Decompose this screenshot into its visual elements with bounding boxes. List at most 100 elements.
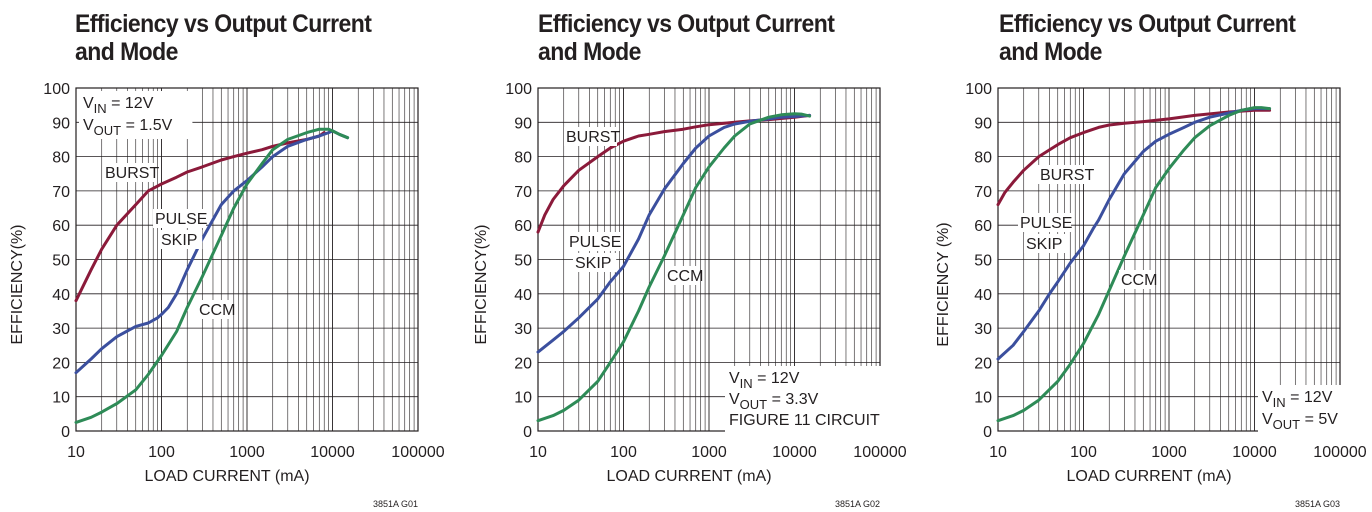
- y-tick-label: 90: [52, 115, 70, 132]
- x-tick-label: 1000: [691, 444, 727, 461]
- series-label-bg: [564, 127, 617, 146]
- y-tick-label: 70: [974, 184, 992, 201]
- series-label-bg: [567, 232, 620, 251]
- title-line-1: Efficiency vs Output Current: [999, 10, 1296, 38]
- series-line-burst: [996, 108, 1272, 207]
- y-tick-label: 100: [43, 81, 70, 98]
- conditions-bg: [79, 91, 193, 139]
- series-label-pulse-skip: SKIP: [1026, 236, 1062, 253]
- condition-text: VOUT = 5V: [1262, 411, 1338, 432]
- series-label-bg: [159, 230, 203, 249]
- chart-panel-3: Efficiency vs Output Current and Mode 0 1…: [930, 0, 1372, 512]
- series-label-bg: [153, 209, 206, 228]
- title-line-2: and Mode: [999, 38, 1102, 66]
- condition-text: FIGURE 11 CIRCUIT: [729, 412, 880, 429]
- y-tick-label: 40: [974, 287, 992, 304]
- series-line-ccm: [74, 127, 350, 424]
- condition-text: VIN = 12V: [729, 370, 800, 391]
- y-axis-label: EFFICIENCY(%): [473, 225, 490, 345]
- figure-code: 3851A G01: [373, 499, 418, 509]
- y-tick-label: 80: [514, 150, 532, 167]
- y-tick-label: 0: [983, 424, 992, 441]
- y-tick-label: 40: [514, 287, 532, 304]
- series-label-ccm: CCM: [1121, 272, 1157, 289]
- figure-code: 3851A G03: [1295, 499, 1340, 509]
- x-axis-label: LOAD CURRENT (mA): [606, 468, 771, 485]
- title-line-1: Efficiency vs Output Current: [75, 10, 372, 38]
- y-tick-label: 10: [52, 390, 70, 407]
- x-tick-label: 1000: [1151, 444, 1187, 461]
- x-tick-label: 100: [610, 444, 637, 461]
- x-tick-label: 100000: [1313, 444, 1366, 461]
- chart-svg: 0 10 20 30 40 50 60 70 80 90 100 10 100 1000 10000 1000…: [9, 81, 445, 509]
- series-label-burst: BURST: [566, 129, 620, 146]
- y-tick-label: 30: [974, 321, 992, 338]
- y-tick-label: 20: [974, 355, 992, 372]
- conditions-bg: [725, 366, 895, 433]
- y-tick-label: 80: [52, 150, 70, 167]
- y-tick-label: 30: [514, 321, 532, 338]
- y-tick-label: 50: [52, 253, 70, 270]
- y-tick-label: 40: [52, 287, 70, 304]
- series-label-burst: BURST: [105, 165, 159, 182]
- condition-text: VIN = 12V: [1262, 389, 1333, 410]
- condition-text: VOUT = 1.5V: [83, 117, 173, 138]
- condition-text: VIN = 12V: [83, 95, 154, 116]
- grid: [75, 87, 418, 432]
- x-axis-label: LOAD CURRENT (mA): [144, 468, 309, 485]
- y-tick-label: 30: [52, 321, 70, 338]
- x-tick-label: 1000: [229, 444, 265, 461]
- series-line-ccm: [996, 106, 1272, 423]
- y-tick-label: 20: [52, 355, 70, 372]
- y-tick-label: 50: [974, 253, 992, 270]
- x-tick-label: 100000: [391, 444, 444, 461]
- plot-frame: [997, 87, 1341, 432]
- x-tick-label: 10000: [310, 444, 355, 461]
- y-tick-label: 100: [505, 81, 532, 98]
- y-tick-label: 20: [514, 355, 532, 372]
- series-line-ccm: [536, 112, 812, 423]
- x-tick-label: 10: [989, 444, 1007, 461]
- x-tick-label: 100000: [853, 444, 906, 461]
- y-tick-label: 80: [974, 150, 992, 167]
- series-label-pulse-skip: SKIP: [575, 255, 611, 272]
- title-line-2: and Mode: [538, 38, 641, 66]
- series-line-burst: [74, 131, 326, 303]
- x-tick-label: 10: [529, 444, 547, 461]
- series-label-bg: [197, 300, 231, 319]
- y-tick-label: 70: [52, 184, 70, 201]
- x-tick-label: 100: [1070, 444, 1097, 461]
- series-label-bg: [1119, 270, 1153, 289]
- conditions-bg: [1258, 385, 1353, 433]
- chart-title: Efficiency vs Output Current and Mode: [538, 10, 835, 66]
- x-tick-label: 10: [67, 444, 85, 461]
- y-tick-label: 60: [974, 218, 992, 235]
- chart-panel-1: Efficiency vs Output Current and Mode 0 1…: [8, 0, 458, 512]
- y-tick-label: 10: [514, 390, 532, 407]
- chart-svg: 0 10 20 30 40 50 60 70 80 90 100 10 100 1000 10000 1000…: [935, 81, 1367, 509]
- y-tick-label: 90: [514, 115, 532, 132]
- x-tick-label: 10000: [772, 444, 817, 461]
- plot-frame: [537, 87, 881, 432]
- title-line-2: and Mode: [75, 38, 178, 66]
- series-label-bg: [103, 163, 156, 182]
- series-label-pulse-skip: SKIP: [161, 232, 197, 249]
- chart-svg: 0 10 20 30 40 50 60 70 80 90 100 10 100 1000 10000 1000…: [473, 81, 907, 509]
- x-tick-label: 100: [148, 444, 175, 461]
- y-tick-label: 60: [514, 218, 532, 235]
- x-tick-label: 10000: [1232, 444, 1277, 461]
- series-line-pulse-skip: [74, 129, 350, 375]
- y-tick-label: 100: [965, 81, 992, 98]
- series-label-pulse-skip: PULSE: [569, 234, 621, 251]
- series-label-bg: [665, 266, 699, 285]
- series-label-pulse-skip: PULSE: [1020, 215, 1072, 232]
- plot-frame: [75, 87, 419, 432]
- y-axis-label: EFFICIENCY(%): [9, 225, 26, 345]
- series-line-pulse-skip: [996, 107, 1272, 361]
- series-label-ccm: CCM: [199, 302, 235, 319]
- condition-text: VOUT = 3.3V: [729, 391, 819, 412]
- y-tick-label: 60: [52, 218, 70, 235]
- chart-title: Efficiency vs Output Current and Mode: [999, 10, 1296, 66]
- series-label-bg: [1038, 165, 1091, 184]
- x-axis-label: LOAD CURRENT (mA): [1066, 468, 1231, 485]
